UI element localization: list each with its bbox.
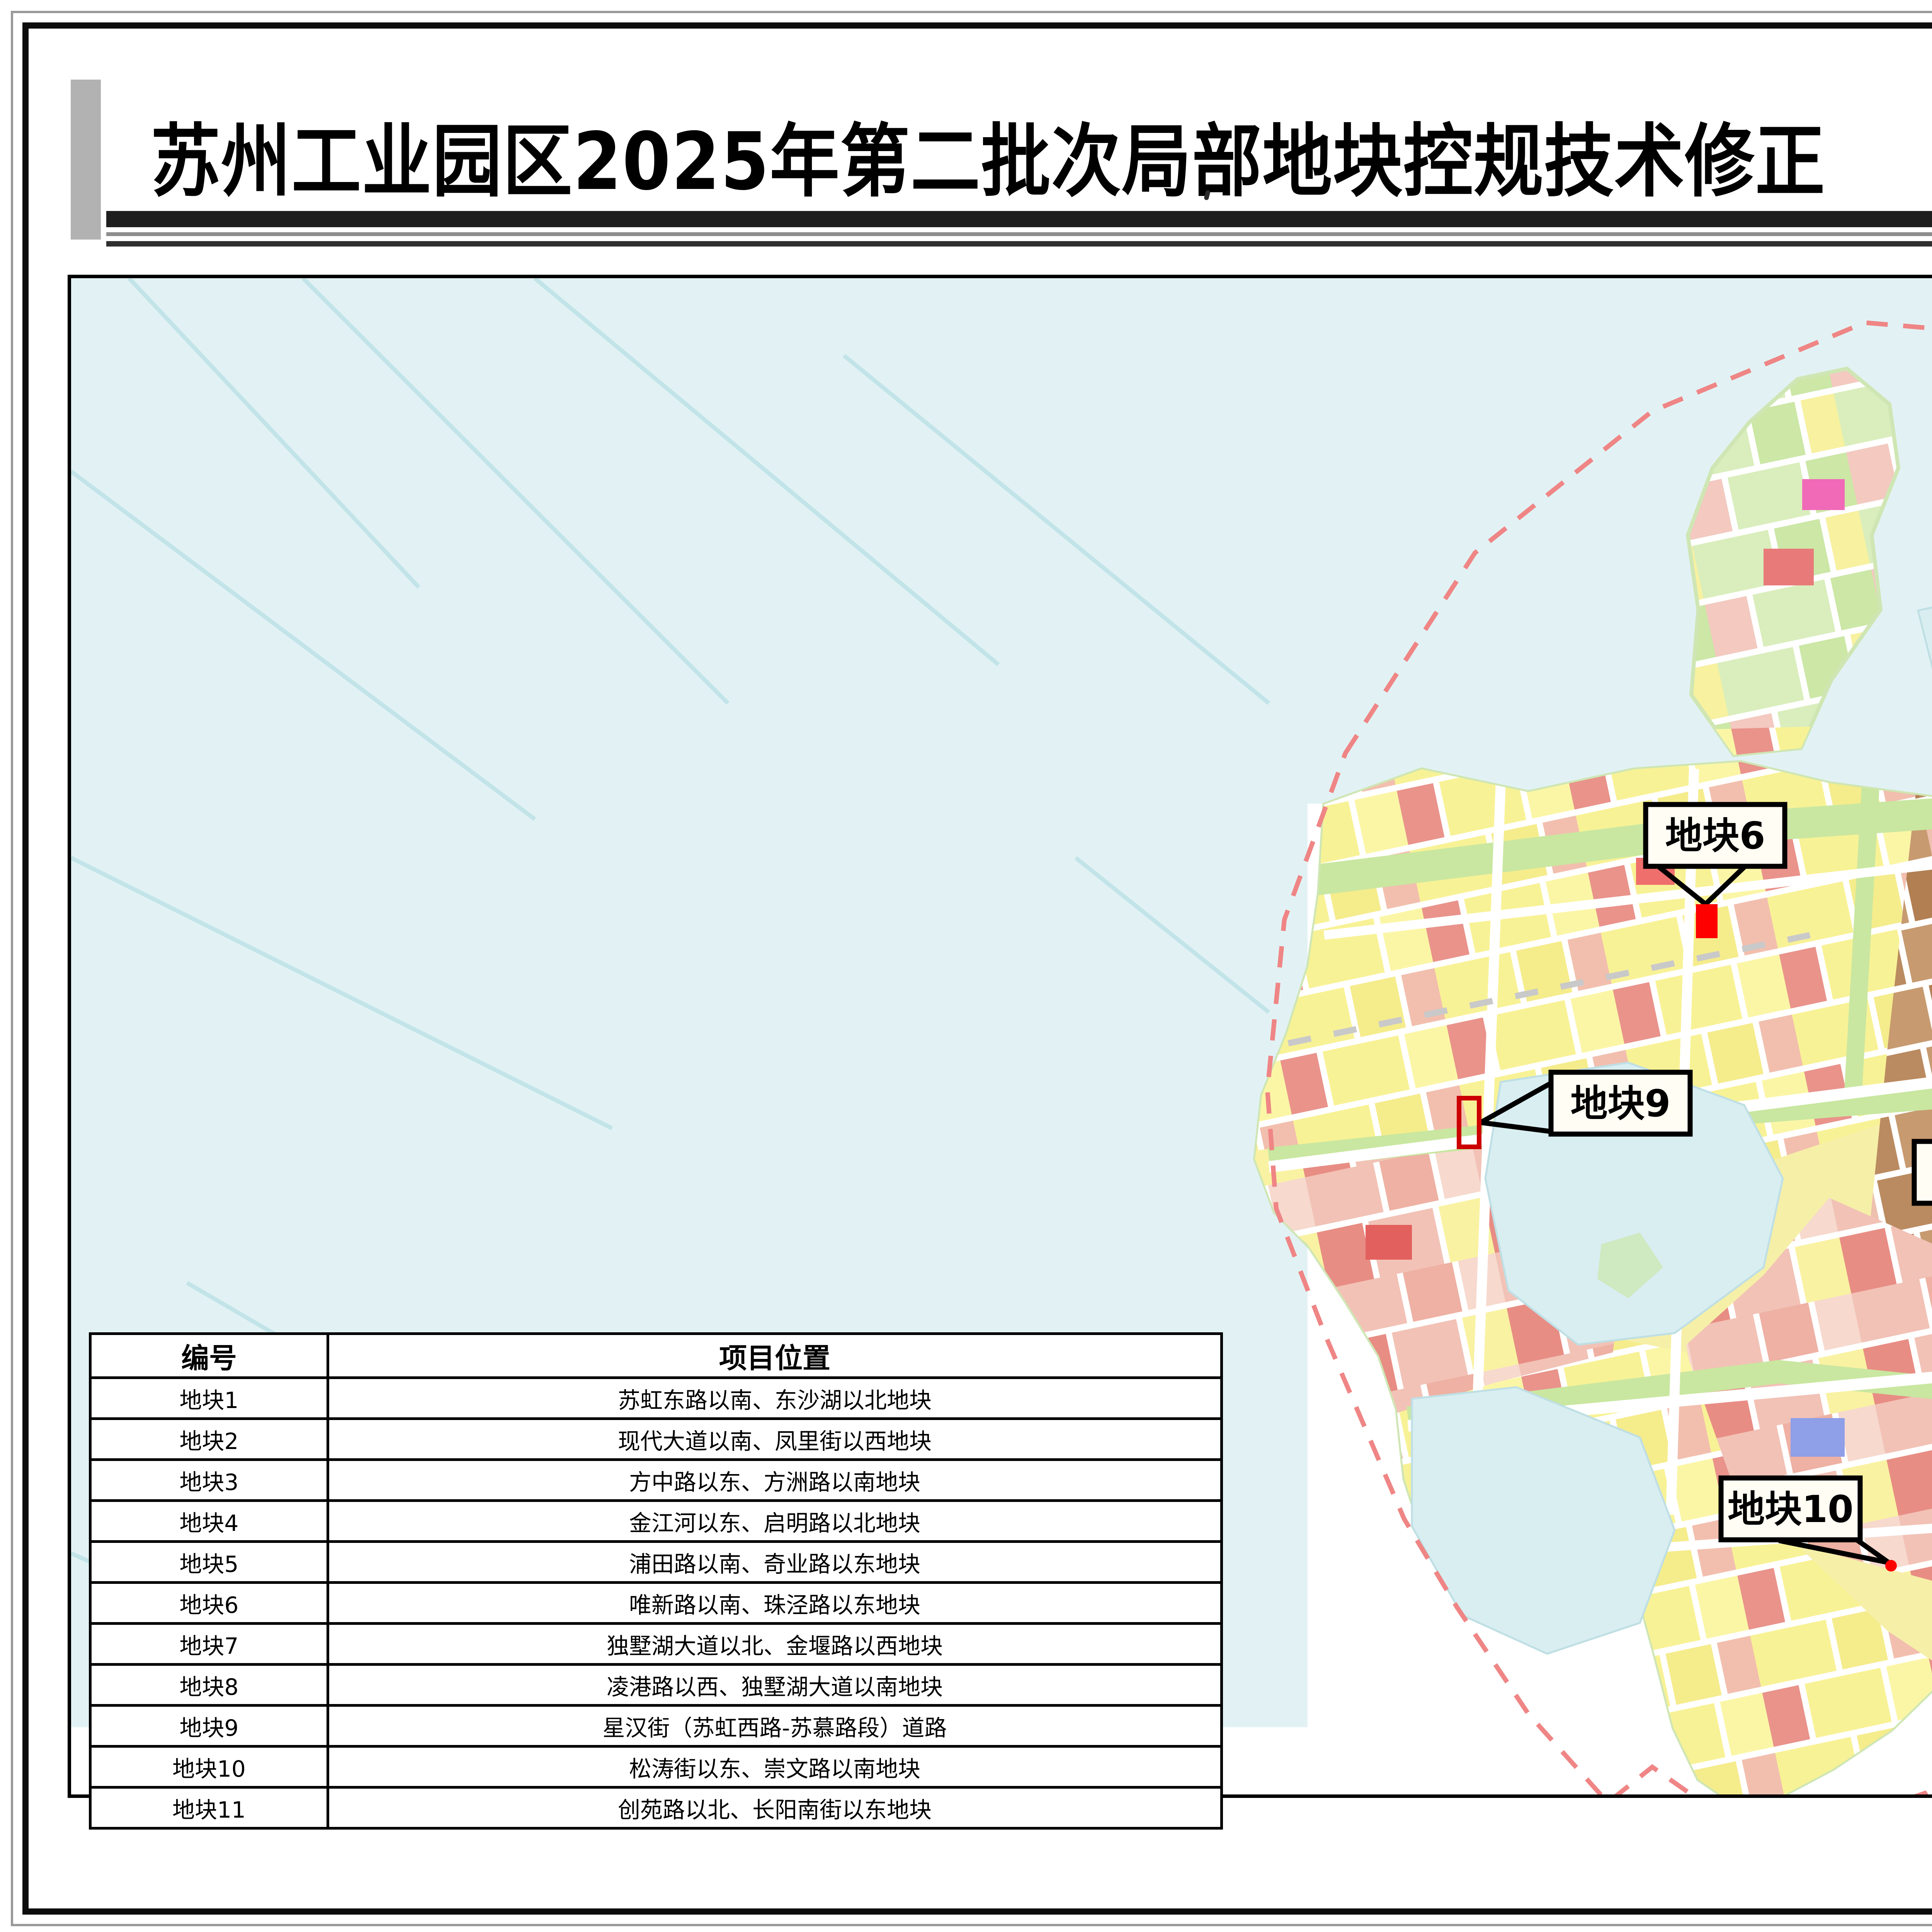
plot-id-cell: 地块10 xyxy=(89,1745,329,1789)
plot-table-row: 地块3 方中路以东、方洲路以南地块 xyxy=(89,1458,1223,1502)
plot-location-cell: 星汉街（苏虹西路-苏慕路段）道路 xyxy=(327,1704,1223,1748)
water-north xyxy=(71,278,1932,804)
plot-label-box-3 xyxy=(1912,1139,1932,1206)
plot-table-row: 地块7 独墅湖大道以北、金堰路以西地块 xyxy=(89,1622,1223,1666)
title-accent-bar xyxy=(71,80,101,240)
plot-table-row: 地块10 松涛街以东、崇文路以南地块 xyxy=(89,1745,1223,1789)
plot-id-cell: 地块9 xyxy=(89,1704,329,1748)
plot-table-row: 地块4 金江河以东、启明路以北地块 xyxy=(89,1499,1223,1543)
plot-marker-9 xyxy=(1457,1096,1481,1149)
plot-id-cell: 地块4 xyxy=(89,1499,329,1543)
plot-label-box-10 xyxy=(1718,1475,1863,1543)
plot-label-box-6 xyxy=(1643,802,1787,869)
plot-label-text-9: 地块9 xyxy=(1571,1082,1671,1125)
plot-table-row: 地块6 唯新路以南、珠泾路以东地块 xyxy=(89,1581,1223,1625)
plot-location-cell: 松涛街以东、崇文路以南地块 xyxy=(327,1745,1223,1789)
plot-location-cell: 浦田路以南、奇业路以东地块 xyxy=(327,1540,1223,1584)
plot-table-row: 地块2 现代大道以南、凤里街以西地块 xyxy=(89,1417,1223,1461)
plot-location-cell: 创苑路以北、长阳南街以东地块 xyxy=(327,1786,1223,1830)
plot-location-cell: 现代大道以南、凤里街以西地块 xyxy=(327,1417,1223,1461)
plot-location-cell: 金江河以东、启明路以北地块 xyxy=(327,1499,1223,1543)
lakes xyxy=(1411,606,1932,1655)
plot-id-cell: 地块3 xyxy=(89,1458,329,1502)
plot-table-row: 地块9 星汉街（苏虹西路-苏慕路段）道路 xyxy=(89,1704,1223,1748)
plot-location-cell: 独墅湖大道以北、金堰路以西地块 xyxy=(327,1622,1223,1666)
plot-location-cell: 唯新路以南、珠泾路以东地块 xyxy=(327,1581,1223,1625)
col-header-id: 编号 xyxy=(89,1332,329,1379)
plot-location-cell: 苏虹东路以南、东沙湖以北地块 xyxy=(327,1376,1223,1420)
plot-id-cell: 地块8 xyxy=(89,1663,329,1707)
title-underline-mid xyxy=(106,232,1932,236)
plot-id-cell: 地块6 xyxy=(89,1581,329,1625)
plot-location-cell: 方中路以东、方洲路以南地块 xyxy=(327,1458,1223,1502)
plot-id-cell: 地块11 xyxy=(89,1786,329,1830)
plot-id-cell: 地块7 xyxy=(89,1622,329,1666)
plot-table-row: 地块1 苏虹东路以南、东沙湖以北地块 xyxy=(89,1376,1223,1420)
plot-table: 编号 项目位置 地块1 苏虹东路以南、东沙湖以北地块 地块2 现代大道以南、凤里街以西… xyxy=(89,1332,1223,1830)
plot-marker-6 xyxy=(1696,904,1718,938)
plot-id-cell: 地块5 xyxy=(89,1540,329,1584)
planning-boundary-dashed xyxy=(1265,320,1932,1794)
plot-table-header-row: 编号 项目位置 xyxy=(89,1332,1223,1379)
plot-id-cell: 地块1 xyxy=(89,1376,329,1420)
plot-table-row: 地块5 浦田路以南、奇业路以东地块 xyxy=(89,1540,1223,1584)
title-underline-thick xyxy=(106,211,1932,227)
plot-id-cell: 地块2 xyxy=(89,1417,329,1461)
lake-island xyxy=(1597,1233,1663,1298)
plot-label-text-10: 地块10 xyxy=(1728,1488,1854,1531)
plot-table-row: 地块11 创苑路以北、长阳南街以东地块 xyxy=(89,1786,1223,1830)
plot-label-box-9 xyxy=(1548,1070,1693,1137)
plot-label-text-6: 地块6 xyxy=(1665,814,1765,857)
title-underline-thin xyxy=(106,241,1932,247)
plot-location-cell: 凌港路以西、独墅湖大道以南地块 xyxy=(327,1663,1223,1707)
page-title: 苏州工业园区2025年第二批次局部地块控规技术修正 xyxy=(151,116,1826,208)
col-header-location: 项目位置 xyxy=(327,1332,1223,1379)
plot-leader-6 xyxy=(1657,865,1746,906)
plot-table-row: 地块8 凌港路以西、独墅湖大道以南地块 xyxy=(89,1663,1223,1707)
plot-marker-10 xyxy=(1885,1560,1897,1571)
